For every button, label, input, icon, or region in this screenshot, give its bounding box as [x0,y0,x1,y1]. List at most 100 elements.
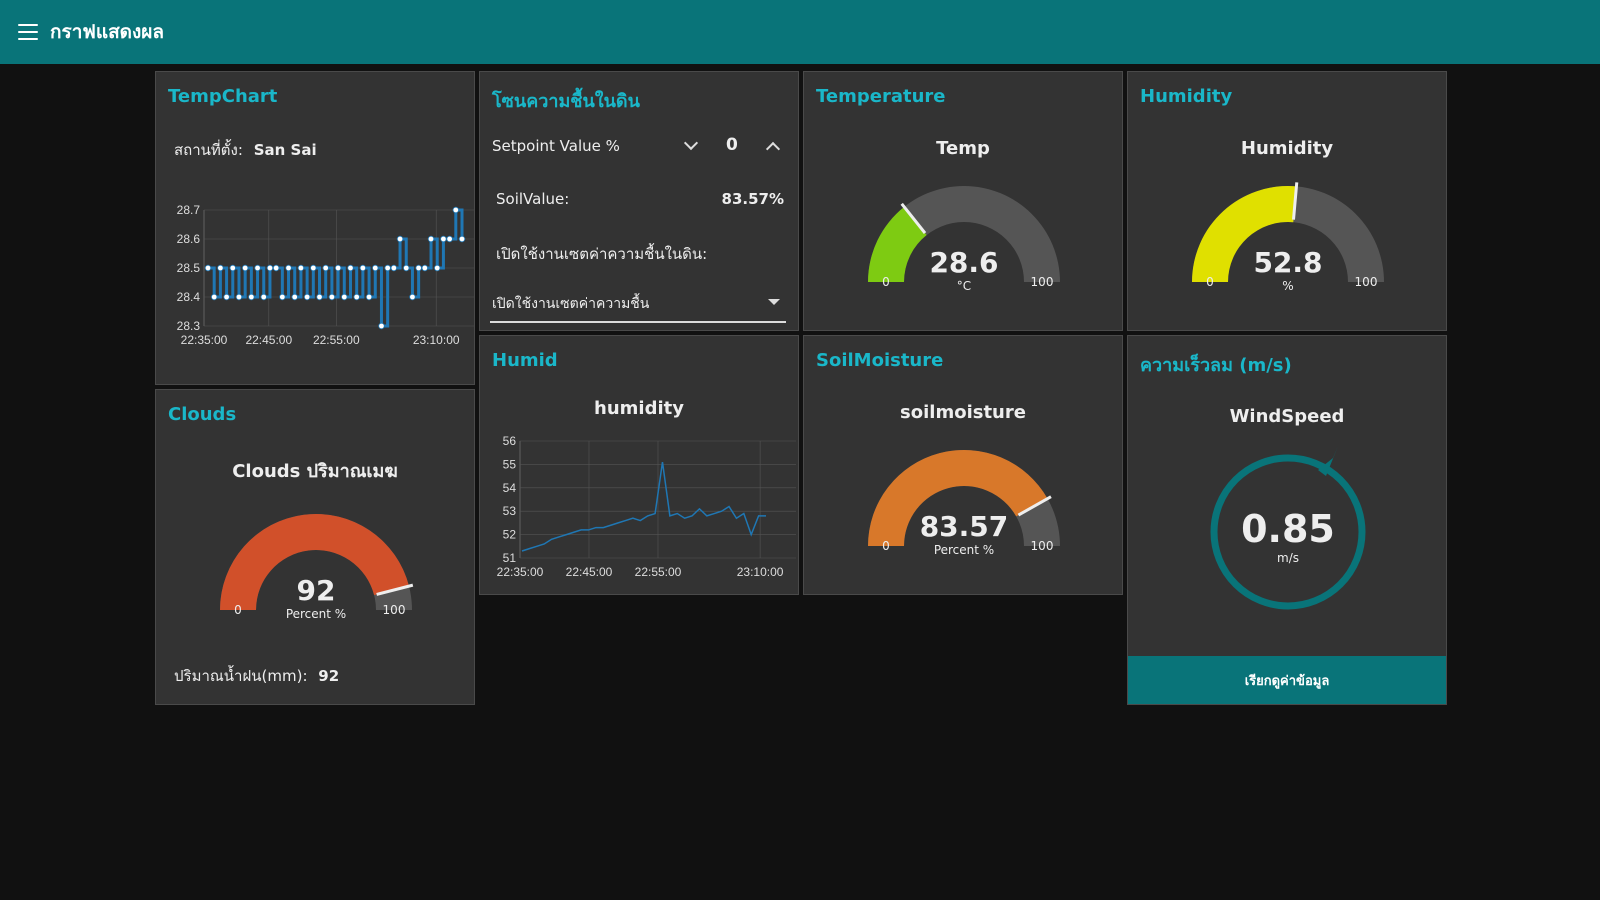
enable-label: เปิดใช้งานเซตค่าความชื้นในดิน: [496,245,708,263]
gauge-track [868,186,1060,282]
data-point [378,322,385,330]
data-point [334,264,342,272]
data-point [210,293,218,301]
x-tick-label: 22:55:00 [635,565,682,579]
gauge-label: Humidity [1240,138,1334,159]
top-bar: กราฟแสดงผล [0,0,1600,64]
y-tick-label: 53 [503,504,517,518]
temperature-card: Temperature Temp 28.6 °C 0 100 [803,71,1123,331]
data-point [390,264,398,272]
gauge-min: 0 [882,275,890,289]
setpoint-value[interactable]: 0 [726,135,738,155]
data-point [347,264,354,272]
card-title: Temperature [816,86,946,107]
data-point [372,264,379,272]
data-point [396,235,404,243]
data-point [260,293,267,301]
y-tick-label: 52 [503,528,517,542]
temp-chart: 28.3 28.4 28.5 28.6 28.7 22:35:00 22:45:00 22:5… [177,203,474,347]
gauge-fill [1192,186,1297,282]
data-point [452,206,460,214]
rain-value: 92 [318,667,340,685]
gauge-min: 0 [882,539,890,553]
wind-value: 0.85 [1241,507,1335,551]
x-tick-label: 22:45:00 [245,333,292,347]
gauge-units: Percent % [286,607,346,621]
data-point [297,264,305,272]
card-title: SoilMoisture [816,350,944,371]
data-point [359,264,367,272]
gauge-min: 0 [1206,275,1214,289]
y-tick-label: 54 [503,481,517,495]
card-title: TempChart [168,86,278,107]
chevron-down-icon[interactable] [683,135,699,151]
view-data-button[interactable]: เรียกดูค่าข้อมูล [1128,656,1446,704]
enable-dropdown[interactable]: เปิดใช้งานเซตค่าความชื้น [490,287,786,323]
y-tick-label: 28.4 [177,290,201,304]
series-line [521,461,766,552]
data-point [285,264,292,272]
needle-marker [1318,446,1338,476]
card-title: โซนความชื้นในดิน [492,91,640,112]
gauge-label: Temp [936,138,990,159]
x-tick-label: 22:35:00 [497,565,544,579]
rain-label: ปริมาณน้ำฝน(mm): [174,667,308,685]
wind-donut-gauge: 0.85 m/s [1210,446,1366,610]
clouds-card: Clouds Clouds ปริมาณเมฆ 92 Percent % 0 100 … [155,389,475,705]
data-point [229,264,236,272]
data-point [328,293,336,301]
wind-units: m/s [1277,551,1299,565]
y-tick-label: 28.3 [177,319,201,333]
data-point [223,293,230,301]
gauge-value: 92 [297,574,336,607]
y-tick-label: 28.7 [177,203,201,217]
data-point [415,264,422,272]
x-tick-label: 22:55:00 [313,333,360,347]
soilmoisture-card: SoilMoisture soilmoisture 83.57 Percent %… [803,335,1123,595]
menu-icon[interactable] [18,24,38,40]
location-row: สถานที่ตั้ง: San Sai [174,138,317,162]
chart-label: humidity [594,398,684,419]
data-point [322,264,329,272]
data-point [421,264,429,272]
gauge-label: Clouds ปริมาณเมฆ [232,461,398,482]
data-point [272,264,280,272]
x-tick-label: 22:35:00 [181,333,228,347]
card-title: Clouds [168,404,237,425]
y-tick-label: 51 [503,551,517,565]
y-tick-label: 55 [503,457,517,471]
gauge-label: WindSpeed [1229,406,1345,427]
x-tick-label: 23:10:00 [413,333,460,347]
x-tick-label: 23:10:00 [737,565,784,579]
gauge-min: 0 [234,603,242,617]
data-point [235,293,243,301]
humidity-card: Humidity Humidity 52.8% 0 100 [1127,71,1447,331]
humidity-gauge: 52.8% 0 100 [1192,182,1384,293]
app-title: กราฟแสดงผล [50,21,165,43]
card-title: Humidity [1140,86,1233,107]
data-point [409,293,416,301]
data-point [353,293,360,301]
data-point [254,264,261,272]
data-point [446,235,453,243]
data-point [217,264,224,272]
data-point [434,264,441,272]
data-point [279,293,286,301]
gauge-max: 100 [1031,275,1054,289]
chevron-up-icon[interactable] [765,141,781,157]
caret-down-icon [768,299,780,305]
gauge-needle [1292,182,1299,220]
temperature-gauge: 28.6°C 0 100 [868,186,1060,293]
gauge-label: soilmoisture [900,402,1026,423]
gauge-value: 83.57 [920,510,1009,543]
y-tick-label: 28.6 [177,232,201,246]
gauge-fill [868,450,1048,546]
gauge-fill [220,514,409,610]
gauge-max: 100 [1031,539,1054,553]
data-point [316,293,323,301]
tempchart-card: TempChart สถานที่ตั้ง: San Sai 28.3 28.4 2… [155,71,475,385]
y-tick-label: 56 [503,434,517,448]
data-point [248,293,255,301]
gauge-value: 52.8 [1253,246,1322,279]
